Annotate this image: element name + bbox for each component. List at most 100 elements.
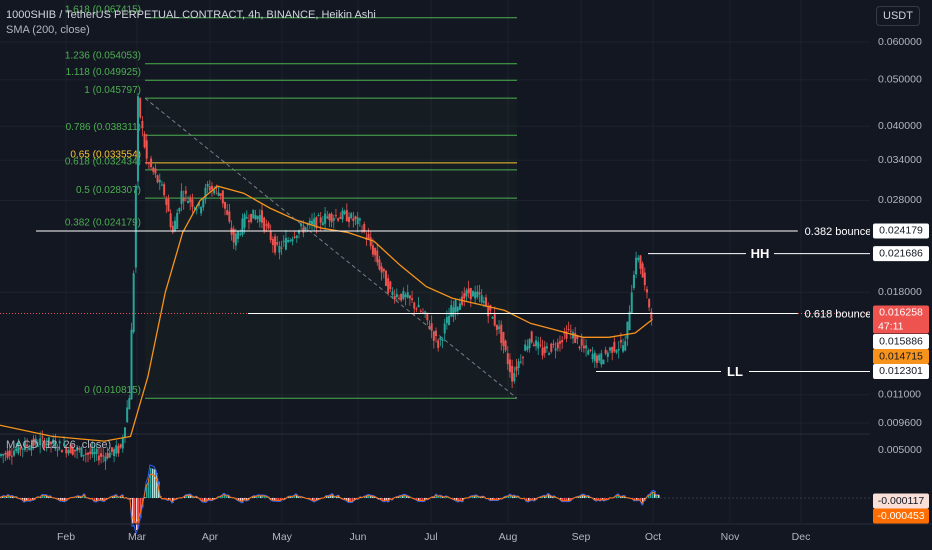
- macd-histogram-bar: [494, 498, 496, 501]
- price-tag-sma[interactable]: [873, 348, 929, 364]
- annotation-label[interactable]: 0.618 bounce: [805, 308, 872, 320]
- price-axis-label: 0.060000: [878, 36, 922, 48]
- macd-histogram-bar: [42, 494, 44, 498]
- macd-histogram-bar: [82, 496, 84, 498]
- sma-legend[interactable]: SMA (200, close): [6, 24, 90, 36]
- candle-body: [565, 331, 568, 339]
- candle-body: [404, 294, 407, 298]
- macd-histogram-bar: [270, 498, 272, 500]
- annotation-label[interactable]: 0.382 bounce: [805, 226, 872, 238]
- macd-histogram-bar: [496, 498, 498, 501]
- candle-body: [297, 230, 300, 234]
- price-tag-line[interactable]: [873, 223, 929, 239]
- candle-body: [595, 355, 598, 364]
- candle-body: [197, 202, 200, 206]
- macd-histogram-bar: [530, 498, 532, 501]
- candle-body: [602, 359, 605, 365]
- annotation-label[interactable]: HH: [751, 246, 770, 261]
- macd-histogram-bar: [636, 498, 638, 501]
- candle-body: [278, 245, 281, 253]
- candle-body: [54, 441, 57, 449]
- candle-body: [585, 345, 588, 349]
- candle-body: [408, 295, 411, 299]
- candle-body: [126, 407, 129, 423]
- fib-level-label: 1.236 (0.054053): [65, 50, 141, 61]
- macd-histogram-bar: [226, 495, 228, 498]
- candle-body: [158, 179, 161, 183]
- candle-body: [306, 224, 309, 226]
- macd-histogram-bar: [474, 495, 476, 498]
- annotation-label[interactable]: LL: [727, 364, 743, 379]
- candle-body: [289, 240, 292, 242]
- candle-body: [119, 444, 122, 448]
- fib-level-label: 1 (0.045797): [84, 85, 141, 96]
- price-axis-label: 0.011000: [878, 388, 921, 400]
- candle-body: [480, 295, 483, 303]
- price-tag-value: 0.015886: [879, 335, 923, 347]
- candle-body: [600, 353, 603, 365]
- candle-body: [382, 268, 385, 272]
- macd-tag-signal[interactable]: [873, 508, 929, 524]
- macd-histogram-bar: [206, 498, 208, 503]
- macd-histogram-bar: [418, 498, 420, 502]
- symbol-legend[interactable]: 1000SHIB / TetherUS PERPETUAL CONTRACT, …: [6, 9, 376, 21]
- macd-histogram-bar: [62, 498, 64, 501]
- candle-body: [332, 218, 335, 221]
- macd-histogram-bar: [594, 498, 596, 500]
- candle-body: [339, 217, 342, 219]
- time-axis-label: Apr: [202, 531, 219, 543]
- candle-body: [163, 184, 166, 196]
- candle-body: [6, 451, 9, 458]
- currency-button[interactable]: USDT: [876, 6, 920, 26]
- candle-body: [469, 287, 472, 300]
- fib-trend-line[interactable]: [144, 97, 518, 399]
- candle-body: [632, 274, 635, 288]
- macd-histogram-bar: [404, 494, 406, 498]
- candle-body: [617, 348, 620, 351]
- candle-body: [343, 211, 346, 214]
- candle-body: [556, 342, 559, 349]
- price-tag-line[interactable]: [873, 333, 929, 349]
- price-tag-line[interactable]: [873, 363, 929, 379]
- candle-body: [535, 340, 538, 347]
- candle-body: [478, 292, 481, 295]
- candle-body: [165, 198, 168, 205]
- candle-body: [52, 439, 55, 445]
- candle-body: [32, 438, 35, 446]
- macd-histogram-bar: [398, 496, 400, 498]
- candle-body: [282, 240, 285, 242]
- macd-histogram-bar: [454, 498, 456, 500]
- sma-line: [0, 185, 653, 442]
- macd-histogram-bar: [614, 497, 616, 498]
- macd-histogram-bar: [200, 498, 202, 500]
- candle-body: [82, 455, 85, 457]
- candle-body: [193, 207, 196, 209]
- candle-body: [117, 446, 120, 454]
- candle-body: [250, 213, 253, 223]
- macd-histogram-bar: [282, 498, 284, 500]
- macd-histogram-bar: [552, 496, 554, 498]
- annotation-lines[interactable]: 0.382 bounce HH 0.618 bounce LL: [0, 226, 879, 379]
- price-axis-label: 0.040000: [878, 120, 922, 132]
- time-axis[interactable]: Feb Mar Apr May Jun Jul Aug Sep Oct Nov Dec: [0, 523, 932, 543]
- candle-body: [311, 220, 314, 225]
- macd-histogram-bar: [580, 495, 582, 498]
- bar-countdown: 47:11: [878, 320, 904, 332]
- candle-body: [180, 191, 183, 204]
- macd-tag-macd[interactable]: [873, 493, 929, 509]
- candle-body: [476, 291, 479, 298]
- price-tag-value: 0.014715: [879, 350, 923, 362]
- price-axis[interactable]: 0.060000 0.050000 0.040000 0.034000 0.028000…: [870, 0, 932, 550]
- candle-body: [487, 307, 490, 317]
- macd-histogram-bar: [602, 498, 604, 500]
- macd-histogram-bar: [60, 498, 62, 501]
- candle-body: [128, 398, 131, 410]
- candle-body: [582, 345, 585, 349]
- macd-legend[interactable]: MACD (12, 26, close): [6, 439, 112, 451]
- macd-histogram-bar: [656, 495, 658, 498]
- candle-body: [421, 312, 424, 314]
- price-tag-line[interactable]: [873, 246, 929, 262]
- price-tag-current[interactable]: [873, 305, 929, 334]
- macd-histogram-bar: [346, 498, 348, 501]
